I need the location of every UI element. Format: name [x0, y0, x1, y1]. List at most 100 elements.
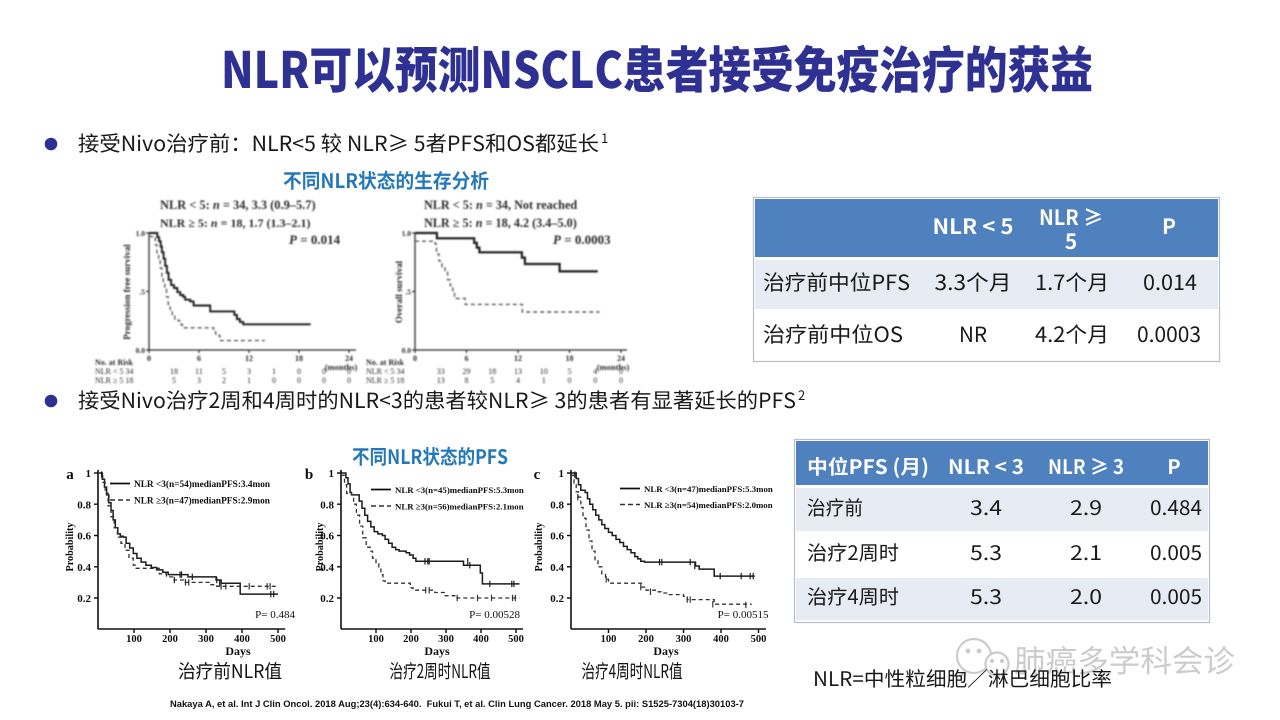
svg-text:12: 12 [514, 354, 522, 363]
svg-text:200: 200 [162, 634, 178, 645]
svg-text:b: b [305, 467, 313, 483]
svg-text:0.0: 0.0 [136, 346, 146, 355]
svg-text:1: 1 [329, 468, 335, 480]
svg-text:Progression free survival: Progression free survival [122, 244, 132, 340]
svg-text:0.4: 0.4 [550, 562, 564, 574]
svg-text:500: 500 [270, 634, 286, 645]
svg-text:18: 18 [170, 367, 178, 376]
svg-text:500: 500 [751, 634, 767, 645]
svg-text:10: 10 [540, 367, 548, 376]
svg-text:NLR ≥ 5 18: NLR ≥ 5 18 [95, 376, 133, 385]
svg-text:24: 24 [345, 354, 353, 363]
svg-text:a: a [66, 467, 74, 483]
svg-text:18: 18 [566, 354, 574, 363]
svg-text:0.4: 0.4 [77, 562, 91, 574]
svg-text:6: 6 [197, 354, 201, 363]
svg-text:NLR ≥ 5 18: NLR ≥ 5 18 [366, 376, 404, 385]
svg-text:0: 0 [593, 376, 597, 385]
svg-text:300: 300 [198, 634, 214, 645]
svg-text:1: 1 [559, 468, 565, 480]
svg-text:Nakaya A, et al. Int J Clin On: Nakaya A, et al. Int J Clin Oncol. 2018 … [170, 698, 744, 709]
svg-text:Days: Days [424, 644, 450, 658]
svg-text:400: 400 [713, 634, 729, 645]
svg-text:0: 0 [322, 376, 326, 385]
svg-text:c: c [534, 467, 541, 483]
svg-text:0: 0 [568, 376, 572, 385]
svg-text:NLR ≥ 5: n = 18, 4.2 (3.4–5.0): NLR ≥ 5: n = 18, 4.2 (3.4–5.0) [424, 216, 577, 230]
svg-text:.5: .5 [405, 288, 411, 297]
svg-text:1: 1 [247, 376, 251, 385]
svg-text:NLR <3(n=47)medianPFS:5.3mon: NLR <3(n=47)medianPFS:5.3mon [644, 484, 773, 494]
svg-text:400: 400 [234, 634, 250, 645]
svg-text:0.2: 0.2 [550, 593, 564, 605]
svg-text:24: 24 [617, 354, 625, 363]
svg-text:1: 1 [86, 468, 92, 480]
svg-text:3: 3 [197, 376, 201, 385]
svg-text:P = 0.0003: P = 0.0003 [553, 232, 611, 247]
svg-text:6: 6 [465, 354, 469, 363]
svg-text:Days: Days [225, 644, 251, 658]
svg-text:5: 5 [172, 376, 176, 385]
svg-text:5: 5 [568, 367, 572, 376]
svg-text:0.8: 0.8 [320, 499, 334, 511]
svg-text:300: 300 [676, 634, 692, 645]
svg-text:1: 1 [542, 376, 546, 385]
svg-text:0: 0 [347, 367, 351, 376]
svg-text:Probability: Probability [65, 522, 76, 571]
svg-text:11: 11 [195, 367, 203, 376]
svg-text:0: 0 [347, 376, 351, 385]
svg-text:5: 5 [222, 367, 226, 376]
svg-text:100: 100 [601, 634, 617, 645]
svg-text:3: 3 [247, 367, 251, 376]
svg-text:NLR < 5: n = 34, Not reached: NLR < 5: n = 34, Not reached [424, 198, 577, 212]
svg-text:Probability: Probability [315, 522, 326, 571]
svg-text:P= 0.00515: P= 0.00515 [718, 609, 769, 621]
svg-text:Overall survival: Overall survival [394, 260, 404, 323]
svg-text:100: 100 [368, 634, 384, 645]
svg-text:0.4: 0.4 [320, 562, 334, 574]
svg-text:1: 1 [272, 367, 276, 376]
svg-text:0.2: 0.2 [320, 593, 334, 605]
svg-text:5: 5 [490, 376, 494, 385]
svg-text:NLR ≥3(n=56)medianPFS:2.1mon: NLR ≥3(n=56)medianPFS:2.1mon [395, 502, 524, 512]
svg-text:0: 0 [619, 367, 623, 376]
svg-text:200: 200 [403, 634, 419, 645]
svg-text:.5: .5 [139, 288, 145, 297]
svg-text:P= 0.484: P= 0.484 [255, 609, 295, 621]
svg-text:0.6: 0.6 [77, 531, 91, 543]
svg-text:NLR ≥3(n=54)medianPFS:2.0mon: NLR ≥3(n=54)medianPFS:2.0mon [644, 500, 773, 510]
svg-text:18: 18 [488, 367, 496, 376]
svg-text:4: 4 [593, 367, 597, 376]
svg-text:8: 8 [465, 376, 469, 385]
svg-text:400: 400 [473, 634, 489, 645]
svg-text:NLR <3(n=54)medianPFS:3.4mon: NLR <3(n=54)medianPFS:3.4mon [134, 479, 271, 490]
svg-text:NLR ≥3(n=47)medianPFS:2.9mon: NLR ≥3(n=47)medianPFS:2.9mon [134, 496, 271, 507]
svg-text:0.8: 0.8 [77, 499, 91, 511]
svg-text:(months): (months) [597, 362, 630, 372]
svg-text:P= 0.00528: P= 0.00528 [469, 609, 520, 621]
svg-text:1.0: 1.0 [136, 229, 146, 238]
svg-text:300: 300 [438, 634, 454, 645]
svg-text:12: 12 [245, 354, 253, 363]
svg-text:Days: Days [653, 644, 679, 658]
svg-text:NLR < 5: n = 34, 3.3 (0.9–5.7): NLR < 5: n = 34, 3.3 (0.9–5.7) [160, 198, 316, 212]
svg-text:0: 0 [413, 354, 417, 363]
svg-text:0: 0 [297, 367, 301, 376]
svg-text:NLR < 5 34: NLR < 5 34 [366, 367, 405, 376]
svg-text:0: 0 [322, 367, 326, 376]
svg-text:4: 4 [516, 376, 520, 385]
svg-text:100: 100 [126, 634, 142, 645]
svg-text:P = 0.014: P = 0.014 [289, 232, 341, 247]
svg-text:0.2: 0.2 [77, 593, 91, 605]
svg-text:13: 13 [437, 376, 445, 385]
svg-text:No. at Risk: No. at Risk [366, 358, 405, 367]
svg-text:NLR ≥ 5: n = 18, 1.7 (1.3–2.1): NLR ≥ 5: n = 18, 1.7 (1.3–2.1) [160, 216, 310, 230]
svg-text:0: 0 [147, 354, 151, 363]
svg-text:Probability: Probability [534, 522, 545, 571]
svg-text:500: 500 [508, 634, 524, 645]
svg-text:NLR < 5 34: NLR < 5 34 [95, 367, 134, 376]
svg-text:NLR <3(n=45)medianPFS:5.3mon: NLR <3(n=45)medianPFS:5.3mon [395, 485, 524, 495]
svg-text:0: 0 [619, 376, 623, 385]
svg-text:2: 2 [222, 376, 226, 385]
svg-text:No. at Risk: No. at Risk [95, 358, 134, 367]
